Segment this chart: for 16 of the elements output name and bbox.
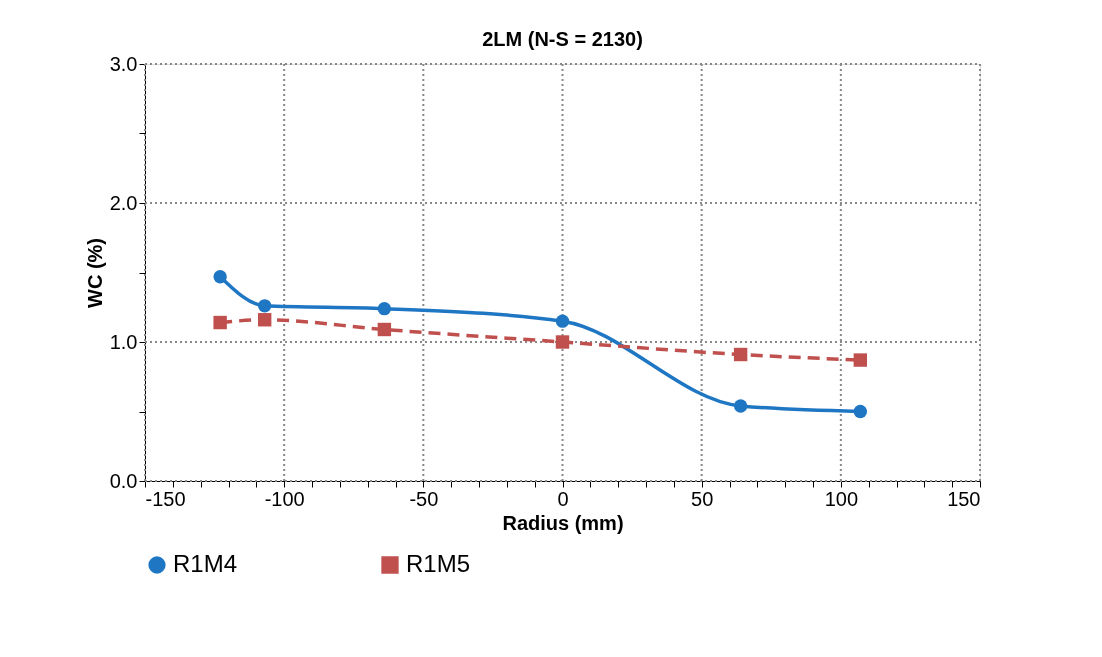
legend-label: R1M4: [173, 550, 238, 577]
x-tick-label: -50: [409, 487, 439, 510]
y-tick-label: 2.0: [109, 191, 138, 214]
y-tick-label: 1.0: [109, 330, 138, 353]
x-tick-label: 50: [691, 487, 714, 510]
x-tick-label: 100: [824, 487, 859, 510]
x-tick-label: -150: [145, 487, 186, 510]
y-tick-label: 0.0: [109, 469, 138, 492]
y-axis-title: WC (%): [83, 238, 106, 308]
x-axis-title: Radius (mm): [502, 511, 624, 534]
y-tick-label: 3.0: [109, 52, 138, 75]
legend-label: R1M5: [406, 550, 471, 577]
x-tick-label: 0: [557, 487, 569, 510]
x-tick-label: -100: [264, 487, 305, 510]
chart-title: 2LM (N-S = 2130): [482, 28, 643, 50]
x-tick-label: 150: [947, 487, 981, 510]
